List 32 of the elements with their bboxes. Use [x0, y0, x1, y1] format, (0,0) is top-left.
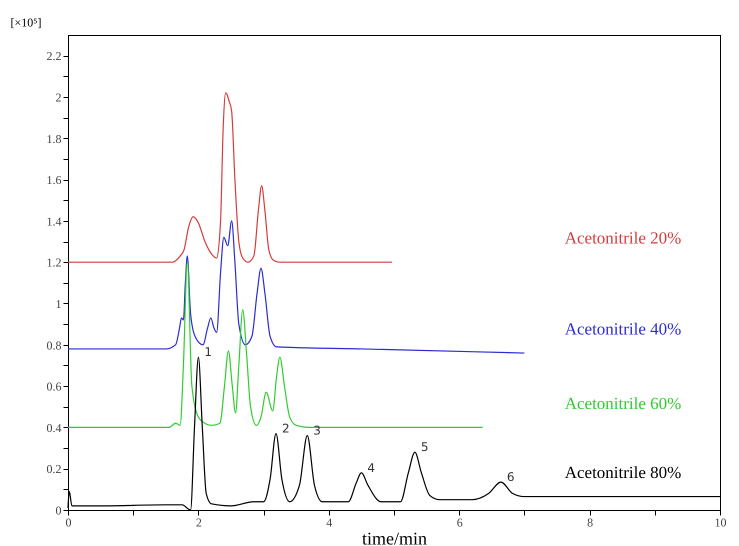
annotation: 4: [367, 460, 376, 475]
y-tick-label: 0.8: [46, 338, 62, 352]
y-tick-label: 1.8: [46, 132, 62, 146]
y-tick-label: 1.4: [46, 214, 62, 228]
annotation: 5: [420, 440, 429, 454]
y-tick-label: 2: [56, 90, 62, 104]
x-tick-label: 4: [326, 516, 332, 530]
y-tick-label: 0: [56, 504, 62, 518]
annotation: 1: [204, 345, 212, 360]
text: Acetonitrile 60%: [564, 394, 682, 413]
annotation: 6: [506, 470, 515, 484]
line-series: [67, 220, 525, 354]
x-tick-label: 0: [66, 516, 72, 530]
y-axis-title: [×10⁵]: [10, 16, 42, 30]
x-tick-label: 8: [587, 516, 594, 530]
y-tick-label: 2.2: [46, 49, 62, 64]
series-label: Acetonitrile 80%: [564, 463, 682, 482]
x-tick-label: 6: [456, 516, 463, 530]
x-axis-title: time/min: [362, 528, 427, 546]
text: Acetonitrile 20%: [564, 228, 682, 248]
y-tick-label: 1: [56, 296, 62, 311]
annotation: 3: [313, 424, 321, 438]
y-tick-label: 0.4: [46, 420, 62, 435]
text: Acetonitrile 40%: [564, 320, 682, 339]
y-tick-label: 0.2: [46, 462, 62, 476]
annotation: 2: [282, 422, 290, 436]
x-tick-label: 2: [196, 516, 202, 530]
line-series: [67, 92, 393, 263]
y-tick-label: 1.6: [46, 173, 62, 188]
y-tick-label: 1.2: [46, 256, 62, 270]
y-tick-label: 0.6: [46, 380, 62, 394]
x-tick-label: 10: [714, 516, 726, 530]
